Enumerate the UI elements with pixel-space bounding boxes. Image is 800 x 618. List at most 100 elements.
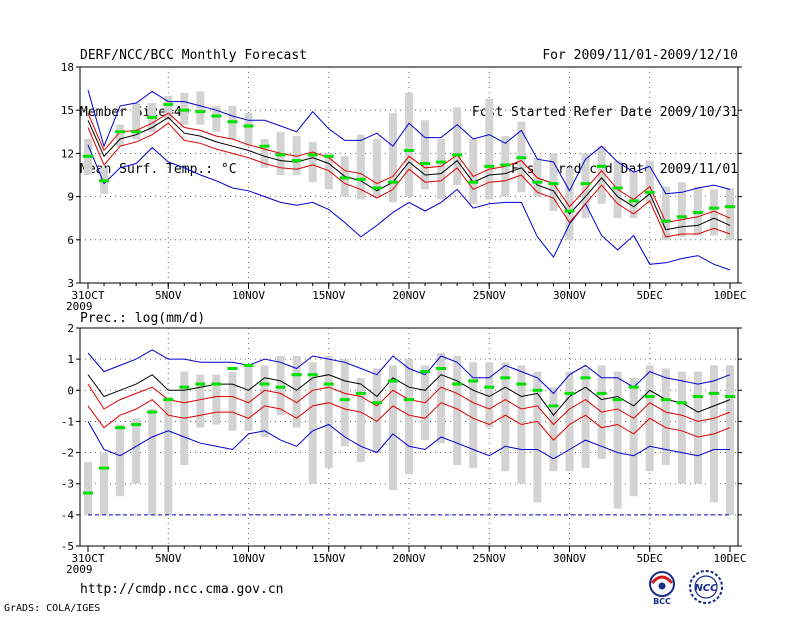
median-marker [612,186,623,190]
min-line [87,421,730,460]
median-marker [676,215,687,219]
spread-box [356,134,365,200]
max-line [87,349,731,395]
y-tick-label: 2 [67,322,74,335]
median-marker [420,370,431,374]
spread-box [84,461,92,515]
grads-credit: GrADS: COLA/IGES [4,603,101,614]
x-tick-label: 10DEC [713,289,746,302]
y-tick-label: -4 [61,509,75,522]
x-tick-label: 15NOV [312,289,345,302]
median-marker [291,373,302,377]
spread-box [437,139,446,200]
chart-title: DERF/NCC/BCC Monthly Forecast [80,48,307,63]
x-tick-label: 30NOV [553,289,586,302]
x-tick-label: 25NOV [473,289,506,302]
median-marker [339,176,350,180]
median-marker [452,153,463,157]
median-marker [452,382,463,386]
x-tick-label: 30NOV [553,552,586,565]
median-marker [307,153,318,157]
y-tick-label: 18 [61,61,74,74]
median-marker [371,186,382,190]
spread-box [629,170,638,219]
spread-box [132,103,141,139]
y-tick-label: 6 [67,234,74,247]
x-tick-label: 5NOV [155,552,182,565]
median-marker [484,164,495,168]
median-marker [532,388,543,392]
median-marker [323,154,334,158]
spread-box [597,146,606,204]
median-marker [484,385,495,389]
median-marker [580,376,591,380]
spread-box [372,139,381,197]
spread-box [661,368,670,466]
spread-box [372,368,381,453]
spread-box [100,452,109,515]
x-tick-label: 20NOV [392,289,425,302]
x-tick-label: 15NOV [312,552,345,565]
median-marker [548,404,559,408]
median-marker [644,395,655,399]
median-marker [708,391,719,395]
spread-box [421,120,430,190]
x-tick-label: 5NOV [155,289,182,302]
spread-box [212,374,221,425]
spread-box [132,418,141,484]
spread-box [726,365,734,515]
median-marker [99,179,110,183]
mean-line [87,116,731,231]
spread-box [388,113,397,203]
source-url[interactable]: http://cmdp.ncc.cma.gov.cn [80,582,284,597]
spread-box [244,365,253,431]
median-marker [387,180,398,184]
y-tick-label: 3 [67,277,74,290]
median-marker [355,177,366,181]
spread-box [693,371,702,484]
median-marker [628,199,639,203]
spread-box [645,160,654,204]
y-tick-label: 1 [67,353,74,366]
median-marker [83,491,93,495]
forecast-started: Fcst Started Refer Date 2009/10/31 [471,105,738,120]
median-marker [275,385,286,389]
median-marker [99,466,110,470]
spread-box [116,424,125,497]
spread-box [677,182,686,237]
spread-box [405,92,413,197]
x-tick-label: 31OCT [71,289,104,302]
median-marker [131,423,142,427]
spread-box [164,396,173,515]
spread-box [228,371,237,431]
median-marker [468,379,479,383]
spread-box [501,362,510,472]
spread-box [549,387,558,472]
median-marker [147,410,158,414]
spread-box [388,365,397,490]
median-marker [676,401,687,405]
y-tick-label: -5 [61,540,74,553]
median-marker [259,382,270,386]
median-marker [211,114,222,118]
median-marker [644,190,655,194]
median-marker [532,180,543,184]
spread-box [437,352,446,444]
median-marker [163,398,174,402]
median-marker [83,154,93,158]
spread-box [324,356,333,469]
median-marker [660,398,671,402]
y-tick-label: -1 [61,415,74,428]
median-marker [436,366,447,370]
ncc-logo-text: NCC [694,583,718,594]
spread-box [405,359,413,475]
ncc-logo: NCC [686,569,730,611]
median-marker [387,379,398,383]
forecast-period: For 2009/11/01-2009/12/10 [542,48,738,63]
y-tick-label: 12 [61,147,74,160]
spread-box [148,408,157,515]
spread-box [661,186,670,240]
spread-box [533,157,542,197]
median-marker [692,395,703,399]
x-tick-label: 10DEC [713,552,746,565]
